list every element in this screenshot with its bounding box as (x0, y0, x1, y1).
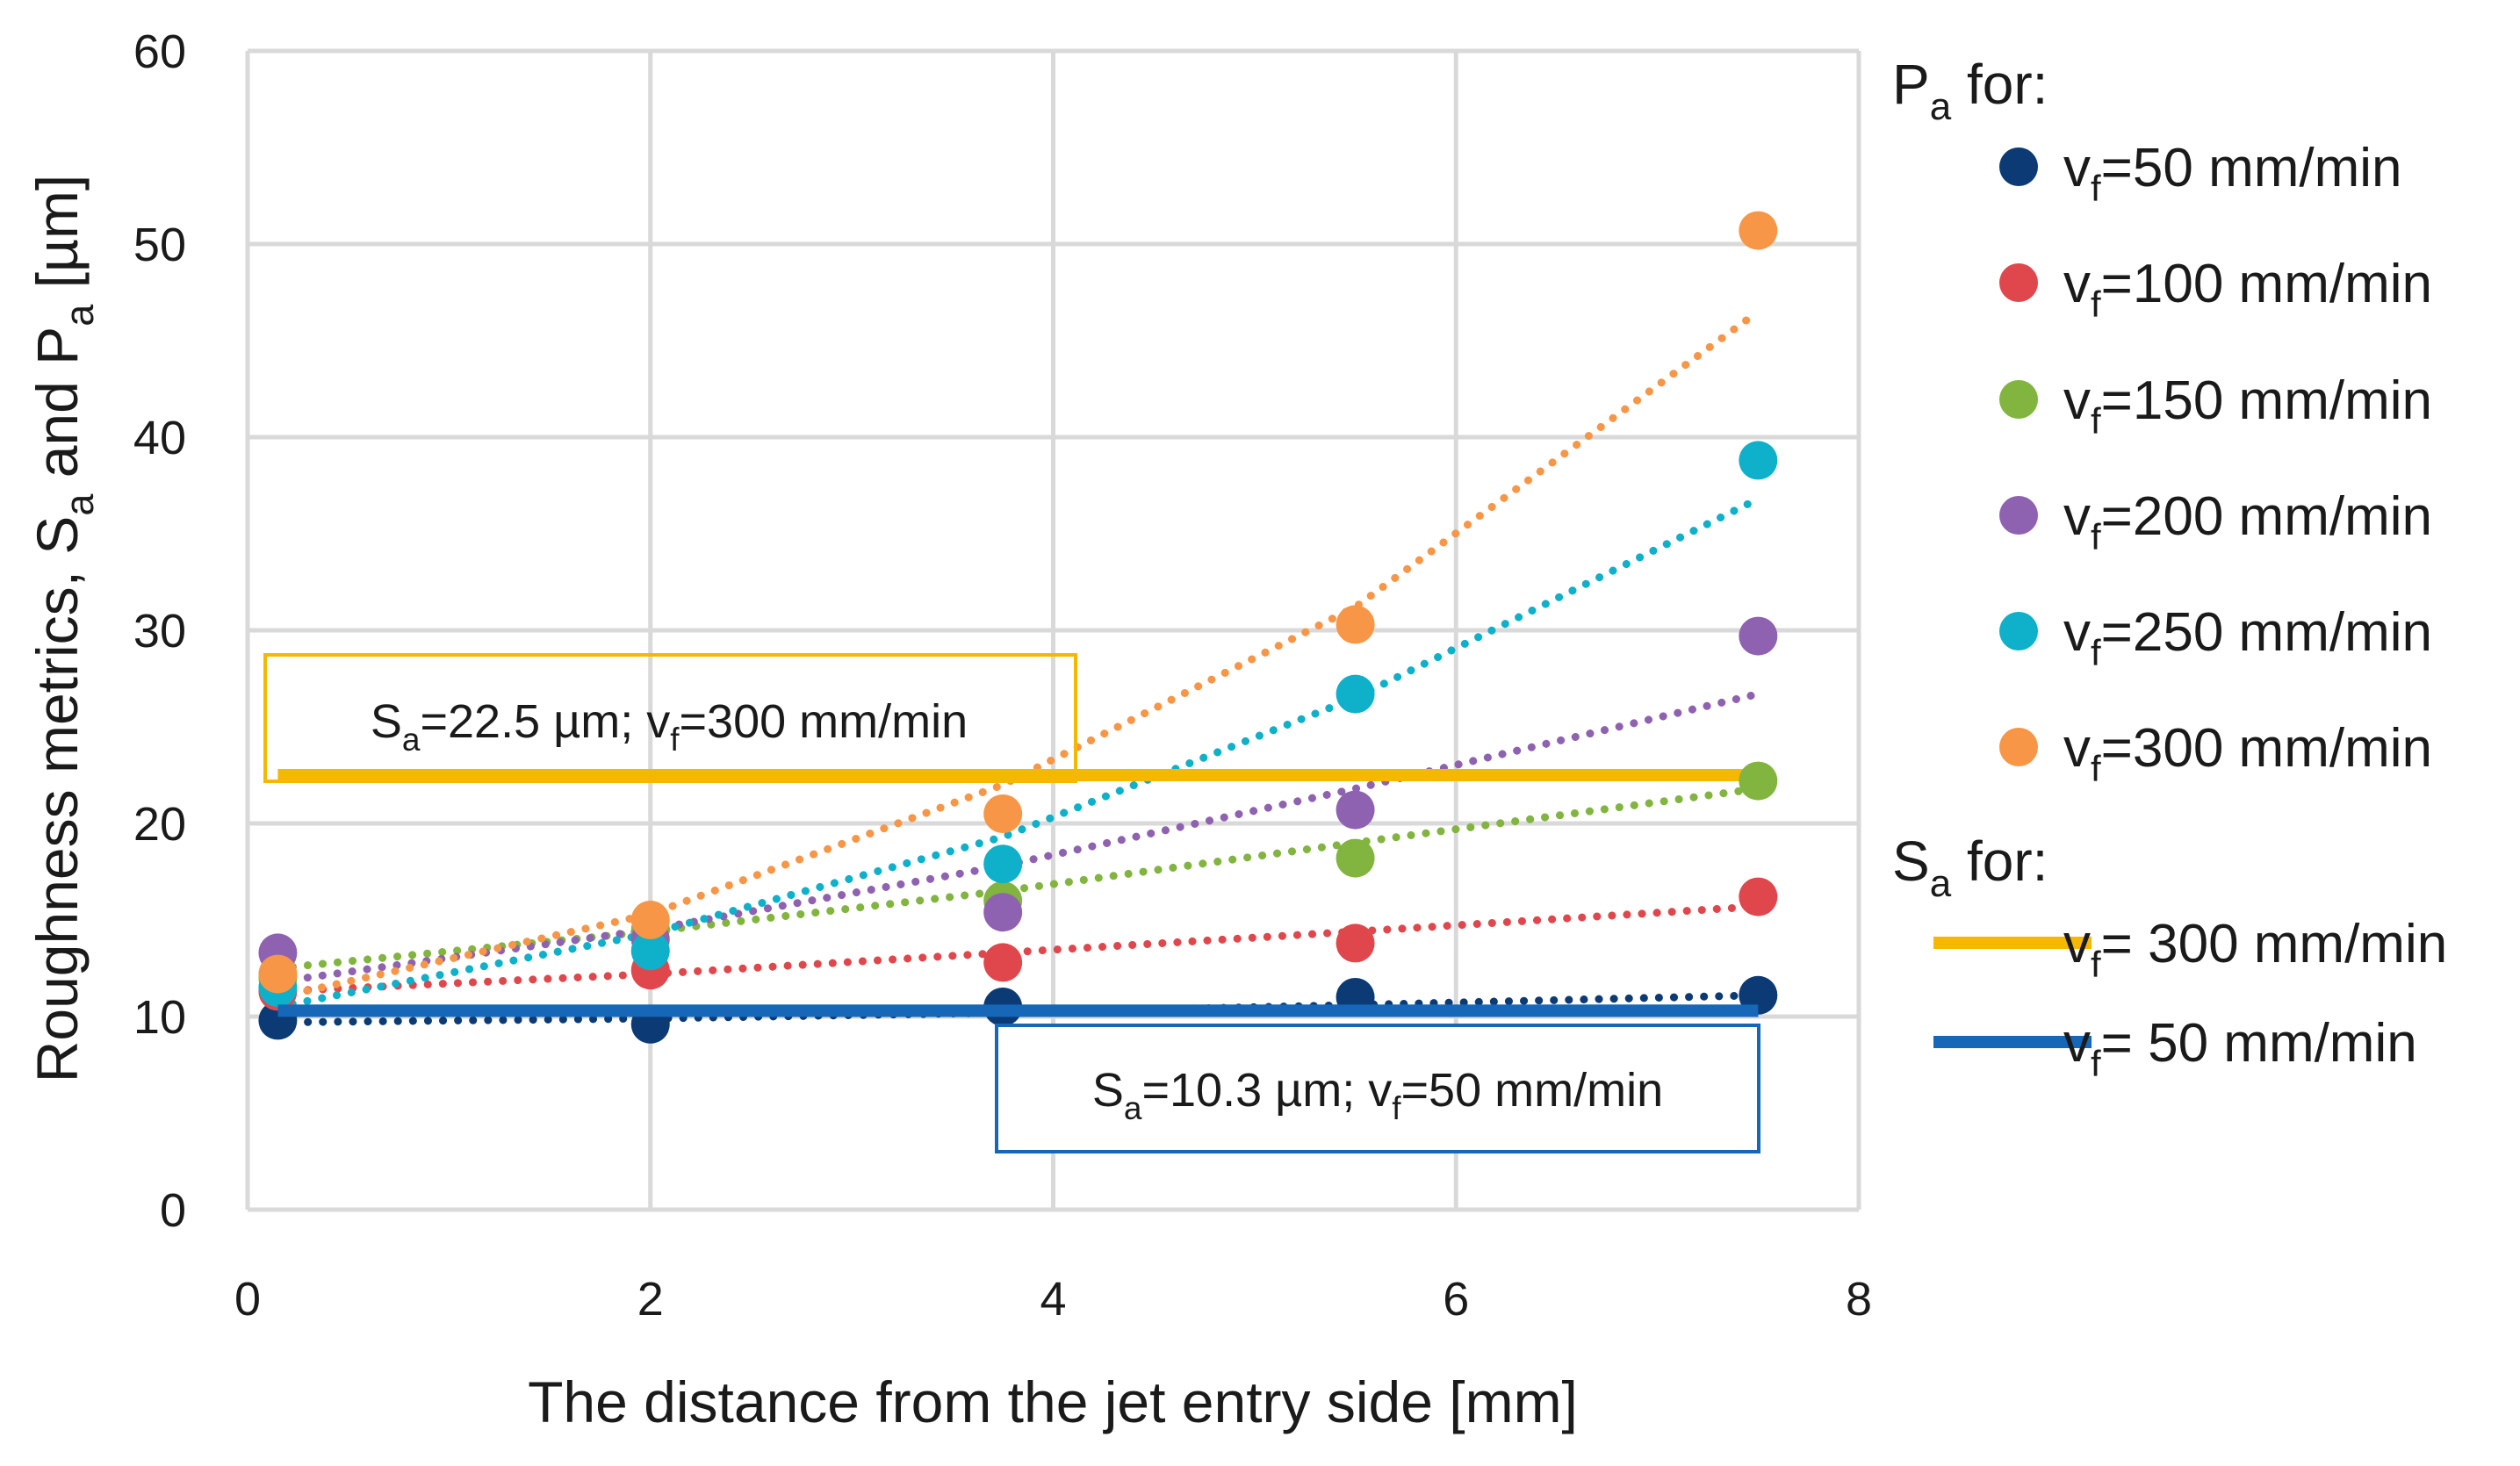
point-series-4-2 (983, 844, 1023, 884)
x-tick-label-0: 0 (234, 1273, 261, 1326)
legend-label-4: vf=250 mm/min (2063, 602, 2432, 673)
legend-marker-5 (1999, 728, 2038, 766)
point-series-4-4 (1739, 441, 1778, 480)
x-tick-label-1: 2 (637, 1273, 664, 1326)
y-axis-title-group: Roughness metrics, Sa and Pa [µm] (25, 175, 102, 1083)
point-series-5-3 (1336, 605, 1375, 644)
x-tick-label-3: 6 (1443, 1273, 1469, 1326)
y-tick-label-4: 40 (133, 412, 186, 464)
point-series-5-1 (630, 901, 670, 939)
point-series-3-2 (983, 893, 1023, 932)
annotation-box-1 (995, 1024, 1760, 1153)
annotation-text-0: Sa=22.5 µm; vf=300 mm/min (371, 695, 968, 758)
y-tick-label-2: 20 (133, 798, 186, 851)
x-tick-label-4: 8 (1846, 1273, 1872, 1326)
grid-lines (248, 48, 1861, 1210)
legend-marker-4 (1999, 612, 2038, 650)
y-tick-label-5: 50 (133, 219, 186, 271)
y-tick-label-1: 10 (133, 991, 186, 1044)
legend-marker-0 (1999, 147, 2038, 186)
x-tick-label-2: 4 (1040, 1273, 1066, 1326)
legend-marker-1 (1999, 263, 2038, 302)
trendline-series-5 (273, 307, 1762, 1002)
y-tick-label-0: 0 (160, 1184, 186, 1237)
legend-label-5: vf=300 mm/min (2063, 718, 2432, 789)
point-series-5-4 (1739, 211, 1778, 250)
point-series-1-2 (983, 943, 1023, 982)
legend-header-pa: Pa for: (1892, 53, 2048, 128)
tick-labels: 0 2 4 6 8 0 10 20 30 40 50 60 (133, 25, 1872, 1326)
point-series-2-4 (1739, 761, 1778, 801)
point-series-1-3 (1336, 923, 1375, 963)
point-series-3-3 (1336, 790, 1375, 830)
point-series-5-0 (258, 954, 298, 994)
annotations: Sa=22.5 µm; vf=300 mm/min Sa=10.3 µm; vf=… (263, 653, 1760, 1153)
annotation-box-0 (263, 653, 1077, 783)
legend-sa-label-1: vf= 50 mm/min (2063, 1013, 2417, 1084)
trendline-series-0 (273, 991, 1762, 1027)
y-tick-label-3: 30 (133, 605, 186, 658)
point-series-1-4 (1739, 877, 1778, 916)
trendline-series-1 (273, 902, 1762, 995)
y-tick-label-6: 60 (133, 25, 186, 78)
legend-header-sa: Sa for: (1892, 830, 2048, 905)
trendline-series-2 (273, 784, 1762, 973)
legend-label-1: vf=100 mm/min (2063, 254, 2432, 325)
y-axis-title: Roughness metrics, Sa and Pa [µm] (25, 175, 102, 1083)
legend-marker-3 (1999, 496, 2038, 535)
legend-marker-2 (1999, 380, 2038, 419)
axis-titles: The distance from the jet entry side [mm… (25, 175, 1578, 1434)
x-axis-title: The distance from the jet entry side [mm… (528, 1369, 1578, 1434)
annotation-text-1: Sa=10.3 µm; vf=50 mm/min (1092, 1064, 1663, 1126)
point-series-4-3 (1336, 674, 1375, 714)
point-series-4-1 (630, 931, 670, 971)
legend-label-0: vf=50 mm/min (2063, 138, 2402, 209)
legend-sa-label-0: vf= 300 mm/min (2063, 914, 2447, 985)
legend-label-2: vf=150 mm/min (2063, 370, 2432, 442)
plot-area-border (245, 51, 1859, 1212)
point-series-2-3 (1336, 838, 1375, 878)
legend-label-3: vf=200 mm/min (2063, 486, 2432, 557)
legend: Pa for:vf=50 mm/min vf=100 mm/min vf=150 m… (1892, 53, 2447, 1084)
point-series-5-2 (983, 794, 1023, 833)
point-series-3-4 (1739, 616, 1778, 656)
